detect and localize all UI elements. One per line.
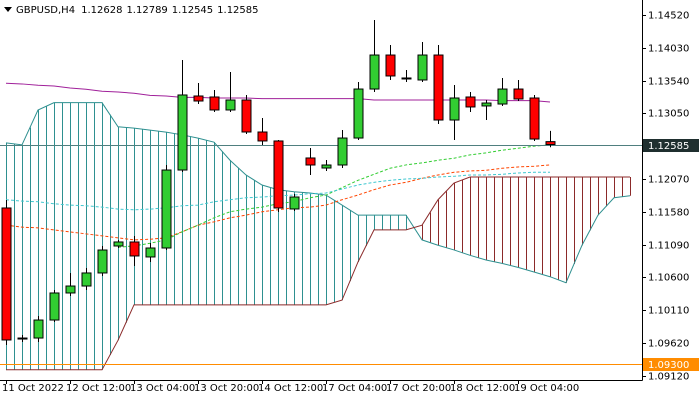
chart-title: GBPUSD,H4 1.12628 1.12789 1.12545 1.12585: [16, 5, 259, 16]
candle-body: [497, 88, 508, 105]
y-tick-label: 1.11580: [648, 208, 689, 219]
candle-body: [241, 99, 252, 133]
price-label-box: [643, 358, 699, 371]
candle-body: [529, 97, 540, 140]
high-value: 1.12789: [126, 5, 167, 16]
x-tick-label: 18 Oct 12:00: [450, 383, 515, 394]
price-label: 1.12585: [648, 141, 689, 152]
y-tick-label: 1.09120: [648, 372, 689, 383]
candle-body: [1, 207, 12, 341]
candle-body: [305, 157, 316, 166]
cloud-span-b: [6, 176, 630, 371]
candle-body: [513, 88, 524, 100]
candle-body: [481, 102, 492, 107]
candle-body: [257, 131, 268, 142]
x-tick-label: 13 Oct 04:00: [130, 383, 195, 394]
candle-body: [465, 96, 476, 108]
indicator-line: [117, 144, 551, 248]
x-tick-label: 11 Oct 2022: [2, 383, 64, 394]
candle-body: [113, 241, 124, 247]
y-tick-label: 1.10600: [648, 273, 689, 284]
y-tick-label: 1.14520: [648, 11, 689, 22]
y-tick-label: 1.14030: [648, 44, 689, 55]
candle-body: [337, 137, 348, 166]
candle-body: [449, 97, 460, 121]
close-value: 1.12585: [217, 5, 258, 16]
price-label-box: [643, 139, 699, 152]
x-tick-label: 17 Oct 04:00: [322, 383, 387, 394]
candle-body: [17, 337, 28, 340]
candle-body: [65, 285, 76, 294]
candle-body: [97, 249, 108, 274]
candle-body: [193, 95, 204, 102]
x-tick-label: 14 Oct 12:00: [258, 383, 323, 394]
candle-layer: [1, 20, 556, 345]
cloud-span-a: [5, 102, 631, 284]
y-tick-label: 1.11090: [648, 241, 689, 252]
y-tick-label: 1.13540: [648, 77, 689, 88]
candle-body: [433, 54, 444, 121]
price-label: 1.09300: [648, 360, 689, 371]
y-tick-label: 1.12070: [648, 175, 689, 186]
low-value: 1.12545: [172, 5, 213, 16]
candle-body: [353, 88, 364, 139]
y-tick-label: 1.09620: [648, 339, 689, 350]
candle-body: [369, 54, 380, 90]
candle-body: [417, 54, 428, 81]
y-tick-label: 1.13050: [648, 109, 689, 120]
indicator-line: [5, 171, 550, 211]
candle-body: [225, 99, 236, 111]
x-tick-label: 17 Oct 20:00: [386, 383, 451, 394]
candle-body: [129, 241, 140, 257]
x-tick-label: 13 Oct 20:00: [194, 383, 259, 394]
candle-body: [81, 272, 92, 287]
menu-triangle[interactable]: [4, 7, 12, 12]
open-value: 1.12628: [81, 5, 122, 16]
candle-body: [209, 96, 220, 111]
line-layer: [0, 82, 642, 365]
candle-body: [273, 140, 284, 209]
candle-body: [401, 77, 412, 80]
x-tick-label: 19 Oct 04:00: [514, 383, 579, 394]
candle-body: [161, 169, 172, 249]
candle-body: [177, 94, 188, 171]
candle-body: [545, 141, 556, 146]
candle-body: [289, 196, 300, 210]
x-tick-label: 12 Oct 12:00: [66, 383, 131, 394]
candle-body: [145, 247, 156, 258]
candle-body: [49, 292, 60, 321]
y-tick-label: 1.10110: [648, 306, 689, 317]
candle-body: [385, 54, 396, 77]
candle-body: [33, 319, 44, 339]
candle-body: [321, 164, 332, 169]
symbol: GBPUSD,H4: [16, 5, 75, 16]
